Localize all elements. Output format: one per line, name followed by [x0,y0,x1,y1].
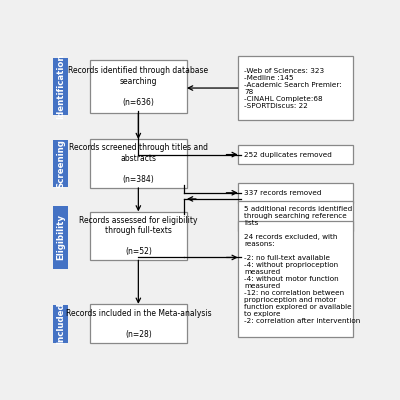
FancyBboxPatch shape [238,145,353,164]
Bar [53,140,68,187]
FancyBboxPatch shape [90,304,186,343]
Text: Records assessed for eligibility
through full-texts

(n=52): Records assessed for eligibility through… [79,216,198,256]
Text: Records included in the Meta-analysis

(n=28): Records included in the Meta-analysis (n… [66,309,211,338]
Text: Included: Included [56,303,65,344]
FancyBboxPatch shape [90,60,186,113]
Text: Records identified through database
searching

(n=636): Records identified through database sear… [68,66,208,107]
Text: Eligibility: Eligibility [56,214,65,260]
Text: 5 additional records identified
through searching reference
lists: 5 additional records identified through … [244,206,353,226]
Text: 24 records excluded, with
reasons:

-2: no full-text available
-4: without propr: 24 records excluded, with reasons: -2: n… [244,234,361,324]
FancyBboxPatch shape [90,140,186,188]
Bar [53,206,68,269]
FancyBboxPatch shape [238,201,353,231]
Text: -Web of Sciences: 323
-Medline :145
-Academic Search Premier:
78
-CINAHL Complet: -Web of Sciences: 323 -Medline :145 -Aca… [244,68,342,108]
FancyBboxPatch shape [90,212,186,260]
Text: 252 duplicates removed: 252 duplicates removed [244,152,332,158]
FancyBboxPatch shape [238,221,353,337]
FancyBboxPatch shape [238,183,353,203]
Bar [53,304,68,343]
Text: 337 records removed: 337 records removed [244,190,322,196]
Text: Identification: Identification [56,54,65,119]
FancyBboxPatch shape [238,56,353,120]
Text: Records screened through titles and
abstracts

(n=384): Records screened through titles and abst… [69,143,208,184]
Text: Screening: Screening [56,139,65,188]
Bar [53,58,68,115]
